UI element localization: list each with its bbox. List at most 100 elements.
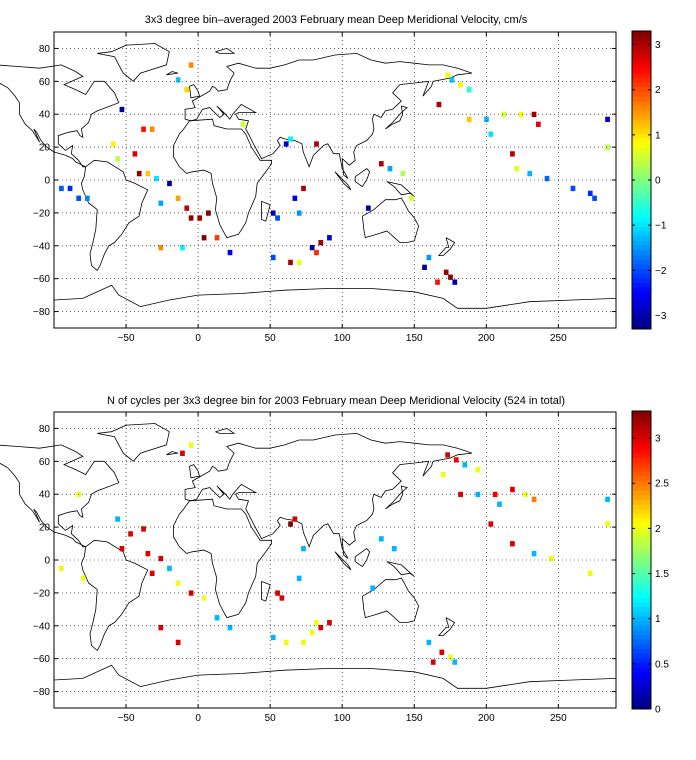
colorbar-segment bbox=[632, 105, 651, 111]
data-cell bbox=[188, 62, 194, 68]
data-cell bbox=[301, 185, 306, 192]
colorbar-segment bbox=[632, 615, 651, 622]
colorbar: 3 2 1 0 −1 −2 −3 bbox=[631, 30, 667, 330]
x-tick-label: 200 bbox=[478, 333, 495, 344]
data-cell bbox=[214, 615, 220, 621]
coastline bbox=[80, 539, 149, 652]
data-cell bbox=[188, 590, 194, 596]
coastline bbox=[80, 159, 149, 272]
colorbar-segment bbox=[632, 704, 651, 710]
data-cell bbox=[523, 491, 528, 498]
colorbar-segment bbox=[632, 653, 651, 659]
colorbar-segment bbox=[632, 541, 651, 547]
colorbar-segment bbox=[632, 434, 651, 440]
coastline bbox=[437, 237, 456, 257]
y-tick-label: −80 bbox=[33, 307, 50, 318]
colorbar-tick-label: 0 bbox=[655, 705, 661, 716]
data-cell bbox=[158, 624, 164, 631]
data-cell bbox=[59, 185, 64, 192]
colorbar-segment bbox=[632, 634, 651, 640]
data-cell bbox=[214, 235, 220, 241]
colorbar-segment bbox=[632, 291, 651, 297]
colorbar-segment bbox=[632, 597, 651, 603]
data-cell bbox=[128, 531, 133, 537]
y-tick-label: 60 bbox=[39, 77, 51, 88]
colorbar-segment bbox=[632, 685, 651, 691]
data-cell bbox=[514, 166, 520, 172]
colorbar-segment bbox=[632, 315, 651, 321]
colorbar-segment bbox=[632, 100, 651, 106]
data-cell bbox=[119, 106, 125, 113]
colorbar-segment bbox=[632, 550, 651, 556]
colorbar-segment bbox=[632, 518, 651, 524]
colorbar-segment bbox=[632, 448, 651, 454]
coastline bbox=[334, 171, 352, 191]
colorbar-segment bbox=[632, 54, 651, 60]
colorbar-tick-label: 2 bbox=[655, 85, 661, 96]
data-cell bbox=[115, 516, 120, 522]
colorbar-segment bbox=[632, 319, 651, 325]
colorbar-segment bbox=[632, 494, 651, 500]
colorbar-tick-label: 2.5 bbox=[655, 479, 669, 490]
data-cell bbox=[240, 121, 246, 127]
colorbar-segment bbox=[632, 82, 651, 88]
data-cell bbox=[605, 116, 610, 123]
data-cell bbox=[445, 452, 450, 458]
colorbar-segment bbox=[632, 611, 651, 617]
colorbar-segment bbox=[632, 513, 651, 519]
data-cell bbox=[275, 215, 280, 221]
x-tick-label: 150 bbox=[406, 333, 423, 344]
y-tick-label: 80 bbox=[39, 44, 51, 55]
colorbar-segment bbox=[632, 231, 651, 237]
colorbar-segment bbox=[632, 583, 651, 589]
x-tick-label: 250 bbox=[550, 713, 567, 724]
coastline bbox=[166, 71, 179, 76]
data-cell bbox=[292, 516, 298, 522]
data-cell bbox=[587, 570, 593, 577]
colorbar-segment bbox=[632, 175, 651, 181]
x-tick-label: −50 bbox=[118, 713, 135, 724]
data-cell bbox=[318, 240, 324, 246]
colorbar-segment bbox=[632, 114, 651, 120]
colorbar-segment bbox=[632, 639, 651, 645]
colorbar-segment bbox=[632, 77, 651, 83]
velocity-panel: 3x3 degree bin–averaged 2003 February me… bbox=[0, 14, 667, 344]
colorbar-segment bbox=[632, 263, 651, 269]
coastline bbox=[173, 118, 273, 239]
data-cell bbox=[227, 624, 233, 631]
data-cell bbox=[439, 649, 445, 655]
colorbar-segment bbox=[632, 212, 651, 218]
colorbar-segment bbox=[632, 424, 651, 431]
data-cell bbox=[391, 546, 397, 552]
colorbar-segment bbox=[632, 40, 651, 46]
data-cell bbox=[188, 215, 194, 221]
data-cell bbox=[145, 170, 151, 177]
data-cell bbox=[314, 141, 319, 147]
colorbar-tick-label: 3 bbox=[655, 40, 661, 51]
data-cell bbox=[448, 274, 453, 280]
colorbar-segment bbox=[632, 184, 651, 190]
data-cell bbox=[378, 536, 384, 542]
data-cells bbox=[59, 62, 610, 285]
colorbar-segment bbox=[632, 254, 651, 260]
colorbar-segment bbox=[632, 555, 651, 561]
colorbar-segment bbox=[632, 240, 651, 246]
data-cell bbox=[327, 235, 332, 241]
data-cell bbox=[426, 254, 432, 261]
data-cell bbox=[548, 555, 554, 562]
coastline bbox=[0, 64, 120, 168]
data-cell bbox=[167, 180, 172, 187]
colorbar-segment bbox=[632, 198, 651, 204]
colorbar-segment bbox=[632, 411, 651, 417]
data-cell bbox=[270, 634, 276, 641]
y-tick-label: −40 bbox=[33, 241, 50, 252]
data-cell bbox=[605, 521, 610, 527]
colorbar-segment bbox=[632, 695, 651, 701]
x-tick-label: 0 bbox=[195, 713, 201, 724]
data-cell bbox=[76, 195, 82, 201]
data-cell bbox=[426, 639, 432, 646]
data-cell bbox=[449, 77, 455, 83]
data-cell bbox=[452, 659, 458, 665]
coastline bbox=[386, 181, 415, 197]
data-cell bbox=[288, 136, 293, 142]
